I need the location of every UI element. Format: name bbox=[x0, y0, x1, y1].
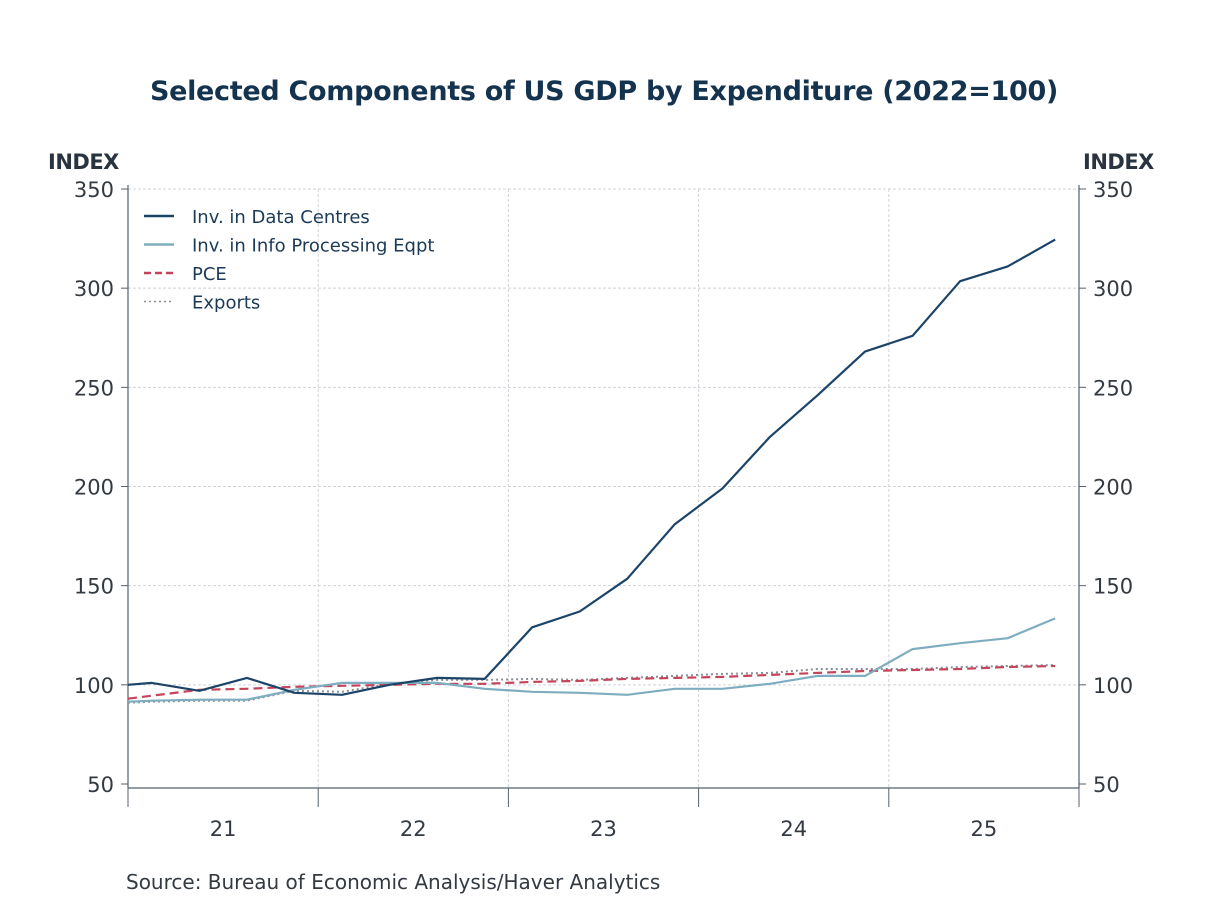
series-lines bbox=[127, 238, 1056, 704]
legend-label: Exports bbox=[192, 293, 260, 314]
y-tick-label-left: 100 bbox=[74, 674, 114, 698]
y-tick-label-left: 350 bbox=[74, 178, 114, 202]
series-line-inv-in-data-centres bbox=[127, 238, 1056, 696]
y-tick-label-right: 350 bbox=[1093, 178, 1133, 202]
x-tick-label: 22 bbox=[400, 817, 427, 841]
left-axis-unit-label: INDEX bbox=[48, 150, 119, 174]
y-tick-label-right: 150 bbox=[1093, 575, 1133, 599]
y-tick-label-left: 250 bbox=[74, 376, 114, 400]
y-tick-label-left: 300 bbox=[74, 277, 114, 301]
axes: 50 50 100 100 150 150 200 200 250 250 300 300 350 350… bbox=[74, 178, 1133, 841]
y-tick-label-left: 50 bbox=[87, 773, 114, 797]
legend: Inv. in Data Centres Inv. in Info Process… bbox=[144, 207, 434, 314]
x-tick-label: 21 bbox=[210, 817, 237, 841]
y-tick-label-right: 300 bbox=[1093, 277, 1133, 301]
series-line-inv-in-info-processing-eqpt bbox=[127, 617, 1056, 703]
x-tick-label: 25 bbox=[971, 817, 998, 841]
y-tick-label-left: 200 bbox=[74, 476, 114, 500]
y-tick-label-right: 50 bbox=[1093, 773, 1120, 797]
x-tick-label: 24 bbox=[780, 817, 807, 841]
right-axis-unit-label: INDEX bbox=[1083, 150, 1154, 174]
y-tick-label-left: 150 bbox=[74, 575, 114, 599]
y-tick-label-right: 250 bbox=[1093, 376, 1133, 400]
y-tick-label-right: 100 bbox=[1093, 674, 1133, 698]
legend-label: Inv. in Data Centres bbox=[192, 207, 370, 228]
y-tick-label-right: 200 bbox=[1093, 476, 1133, 500]
chart-title: Selected Components of US GDP by Expendi… bbox=[149, 76, 1059, 107]
gridlines bbox=[128, 188, 1079, 788]
legend-label: PCE bbox=[192, 264, 227, 285]
source-note: Source: Bureau of Economic Analysis/Have… bbox=[126, 870, 661, 894]
x-tick-label: 23 bbox=[590, 817, 617, 841]
legend-label: Inv. in Info Processing Eqpt bbox=[192, 236, 434, 257]
series-line-pce bbox=[127, 664, 1056, 700]
